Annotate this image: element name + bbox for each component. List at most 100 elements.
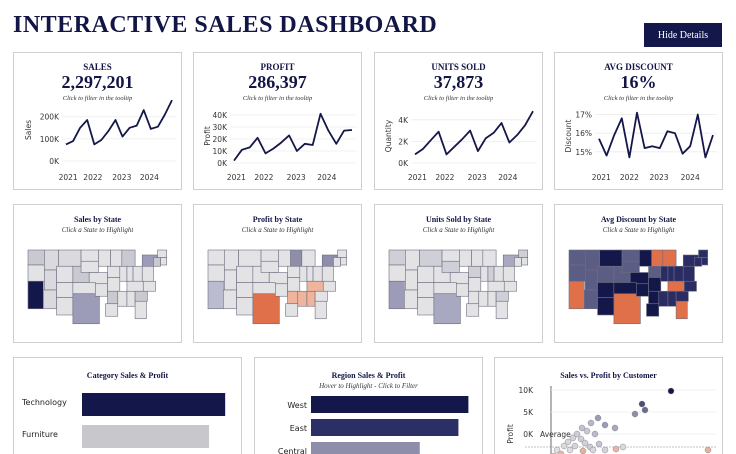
region-bar-chart[interactable]: West East Central (255, 358, 484, 454)
state-shape (110, 249, 123, 267)
kpi-card-sales[interactable]: SALES 2,297,201 Click to filter in the t… (13, 52, 182, 190)
state-shape (568, 280, 585, 310)
sales-trend-chart[interactable]: 200K 100K 0K Sales 2021 2022 2023 2024 (14, 53, 183, 191)
customer-point (587, 419, 595, 427)
state-shape (667, 280, 685, 292)
state-shape (658, 290, 669, 307)
state-shape (56, 282, 74, 298)
state-shape (468, 265, 482, 278)
state-shape (568, 249, 586, 266)
state-shape (80, 249, 99, 262)
customer-point (595, 440, 603, 448)
customer-point (589, 446, 597, 454)
category-card: Category Sales & Profit Technology Furnit… (13, 357, 242, 454)
average-label: Average (540, 430, 571, 439)
y-axis-label: Quantity (384, 119, 393, 152)
units-trend-chart[interactable]: 4K 2K 0K Quantity 2021 2022 2023 2024 (375, 53, 544, 191)
y-tick-label: 5K (523, 408, 534, 417)
state-shape (207, 249, 225, 266)
map-card-units[interactable]: Units Sold by State Click a State to Hig… (374, 204, 543, 343)
state-shape (441, 249, 460, 262)
customer-point (631, 410, 639, 418)
region-label: East (290, 424, 307, 433)
state-shape (683, 280, 697, 292)
customer-point (611, 424, 619, 432)
region-subtitle: Hover to Highlight - Click to Filter (319, 382, 418, 390)
state-shape (639, 249, 652, 267)
state-shape (673, 265, 684, 282)
state-shape (667, 265, 675, 282)
kpi-label: PROFIT (260, 62, 295, 72)
state-shape (98, 249, 111, 267)
y-tick-label: 10K (213, 147, 229, 156)
map-card-sales[interactable]: Sales by State Click a State to Highligh… (13, 204, 182, 343)
kpi-card-profit[interactable]: PROFIT 286,397 Click to filter in the to… (193, 52, 362, 190)
category-bar (82, 393, 226, 416)
state-shape (287, 265, 301, 278)
y-tick-label: 17% (575, 111, 592, 120)
us-profit-map[interactable] (194, 205, 363, 344)
state-shape (314, 290, 328, 302)
state-shape (503, 280, 517, 292)
category-label: Technology (21, 398, 67, 407)
category-bar-chart[interactable]: Technology Furniture (14, 358, 243, 454)
trend-line (65, 99, 173, 146)
state-shape (449, 272, 469, 285)
customer-point (591, 430, 599, 438)
state-shape (95, 283, 108, 297)
state-shape (134, 300, 147, 320)
state-shape (441, 260, 460, 273)
state-shape (417, 297, 435, 316)
map-subtitle: Click a State to Highlight (602, 226, 675, 234)
customer-point (571, 442, 579, 450)
state-shape (322, 280, 336, 292)
customer-point (581, 439, 589, 447)
trend-line (414, 110, 534, 156)
state-shape (648, 277, 662, 292)
state-shape (698, 249, 709, 258)
x-tick-label: 2024 (681, 173, 700, 182)
y-tick-label: 30K (213, 123, 229, 132)
customer-scatter-chart[interactable]: 10K 5K 0K Profit Average (495, 358, 724, 454)
kpi-card-units[interactable]: UNITS SOLD 37,873 Click to filter in the… (374, 52, 543, 190)
discount-trend-chart[interactable]: 17% 16% 15%Discount 2021 2022 2023 2024 (555, 53, 724, 191)
customer-point (601, 421, 609, 429)
map-title: Units Sold by State (425, 215, 492, 224)
region-label: Central (278, 447, 307, 454)
state-shape (621, 249, 640, 262)
state-shape (417, 282, 435, 298)
x-tick-label: 2021 (592, 173, 611, 182)
kpi-label: SALES (83, 62, 112, 72)
us-units-map[interactable] (375, 205, 544, 344)
kpi-value: 37,873 (433, 72, 484, 92)
x-tick-label: 2024 (140, 173, 159, 182)
kpi-subtitle: Click to filter in the tooltip (62, 95, 133, 102)
region-bar (311, 419, 459, 436)
us-discount-map[interactable] (555, 205, 724, 344)
state-shape (495, 290, 509, 302)
profit-trend-chart[interactable]: 40K 30K 20K 10K 0K Profit 2021 2022 2023 2024 (194, 53, 363, 191)
state-shape (694, 257, 702, 267)
customer-point (564, 438, 572, 446)
y-tick-label: 0K (217, 159, 228, 168)
region-title: Region Sales & Profit (331, 371, 406, 380)
state-shape (405, 269, 418, 291)
state-shape (153, 257, 161, 267)
state-shape (268, 272, 288, 285)
map-card-profit[interactable]: Profit by State Click a State to Highlig… (193, 204, 362, 343)
state-shape (290, 249, 303, 267)
kpi-card-discount[interactable]: AVG DISCOUNT 16% Click to filter in the … (554, 52, 723, 190)
state-shape (648, 265, 662, 278)
state-shape (126, 265, 134, 282)
state-shape (433, 282, 457, 295)
customer-point (579, 447, 587, 454)
state-shape (466, 303, 480, 317)
us-sales-map[interactable] (14, 205, 183, 344)
map-card-discount[interactable]: Avg Discount by State Click a State to H… (554, 204, 723, 343)
map-subtitle: Click a State to Highlight (241, 226, 314, 234)
state-shape (487, 265, 495, 282)
y-tick-label: 100K (40, 135, 60, 144)
state-shape (134, 290, 148, 302)
hide-details-button[interactable]: Hide Details (644, 23, 722, 47)
state-shape (207, 280, 224, 310)
